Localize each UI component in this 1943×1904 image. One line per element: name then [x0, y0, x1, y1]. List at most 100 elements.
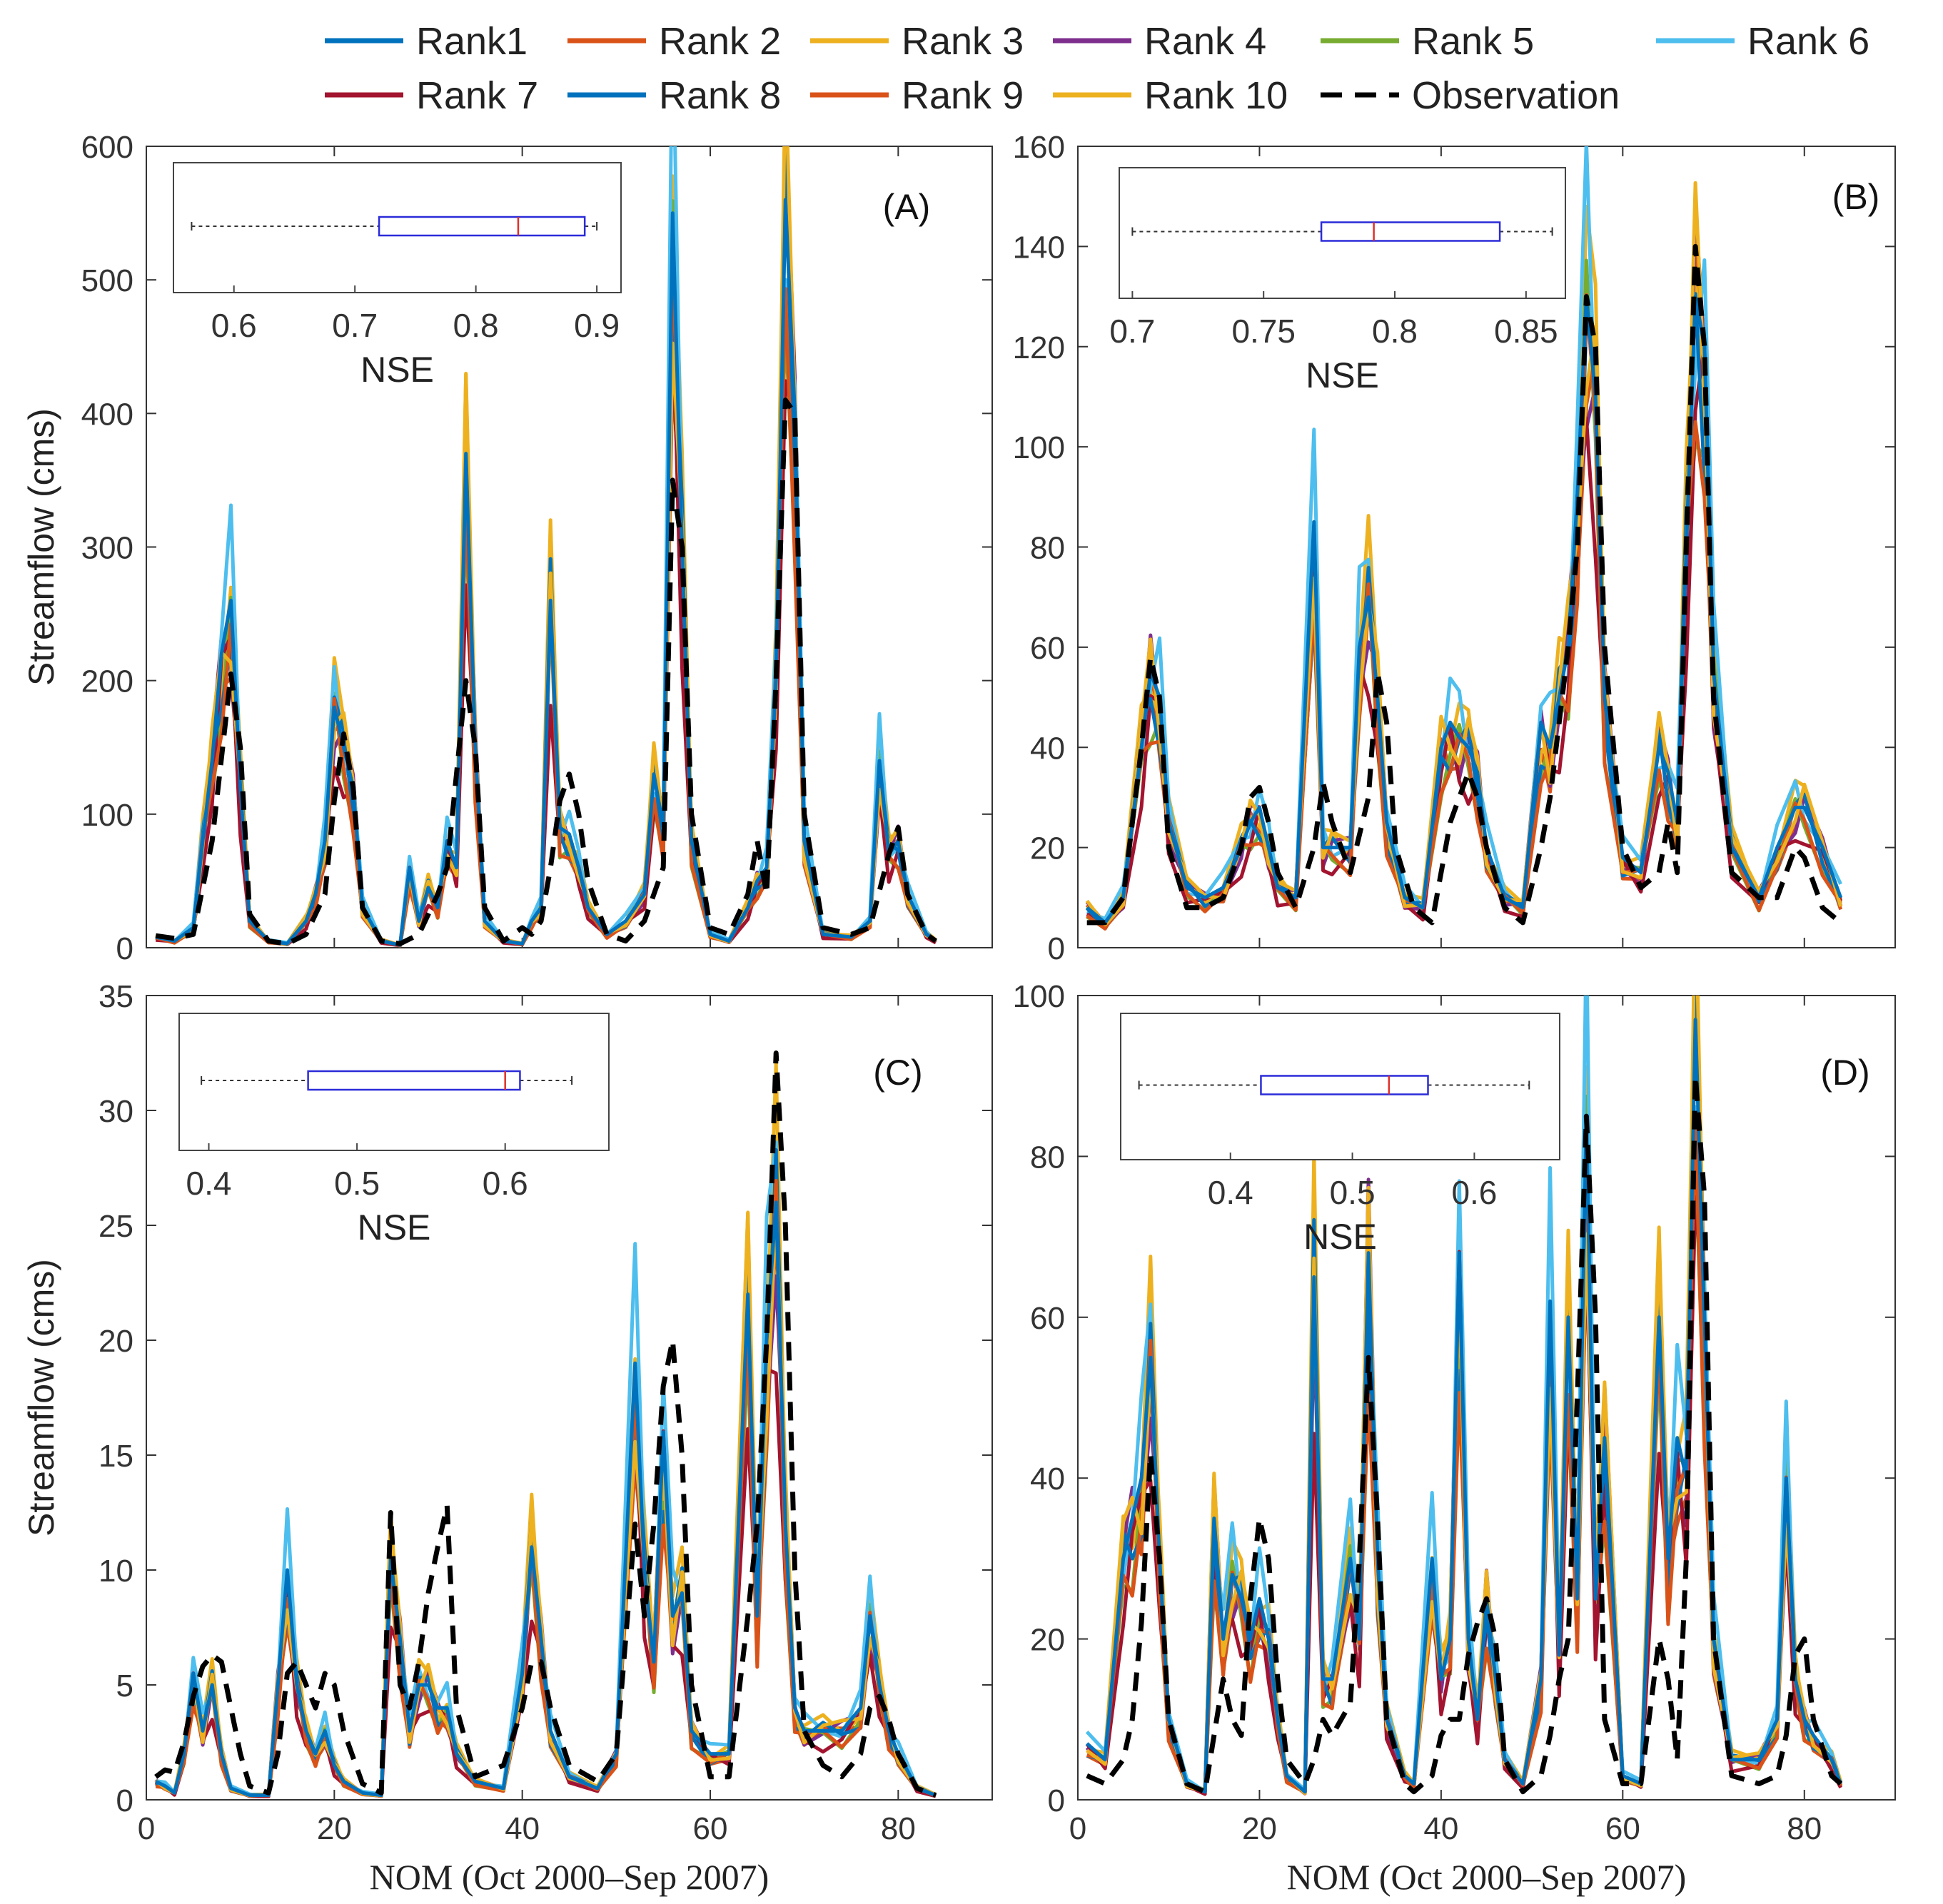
- y-tick-label: 500: [81, 263, 133, 298]
- y-tick-label: 60: [1030, 1301, 1065, 1336]
- y-tick-label: 5: [116, 1668, 133, 1703]
- y-tick-label: 15: [99, 1439, 133, 1474]
- series-line-rank9: [1086, 1125, 1843, 1795]
- x-axis-label: NOM (Oct 2000–Sep 2007): [370, 1857, 769, 1897]
- panel: 0 100 200 300 400 500 600 Streamflow (cms) (A) 0.…: [21, 130, 993, 966]
- inset-tick-label: 0.8: [453, 307, 499, 344]
- x-tick-label: 40: [505, 1811, 540, 1846]
- inset-tick-label: 0.85: [1494, 313, 1558, 350]
- plot-frame: [146, 995, 993, 1801]
- x-tick-label: 40: [1423, 1811, 1458, 1846]
- legend-item: Rank1: [325, 20, 528, 63]
- y-tick-label: 25: [99, 1209, 133, 1244]
- inset-axis-label: NSE: [358, 1207, 431, 1247]
- legend-item: Rank 9: [810, 74, 1024, 117]
- y-tick-label: 0: [116, 931, 133, 966]
- x-axis-label: NOM (Oct 2000–Sep 2007): [1287, 1857, 1687, 1897]
- y-tick-label: 0: [116, 1783, 133, 1818]
- y-tick-label: 400: [81, 397, 133, 432]
- inset-tick-label: 0.7: [332, 307, 378, 344]
- panel: 0 5 10 15 20 25 30 35 0 20 40 60 80 Streamflow (cms) N…: [21, 979, 993, 1897]
- inset-tick-label: 0.4: [186, 1165, 232, 1202]
- series-line-rank7: [156, 295, 937, 948]
- y-tick-label: 300: [81, 531, 133, 566]
- legend-item: Observation: [1321, 74, 1620, 117]
- legend-label: Observation: [1412, 74, 1620, 117]
- iqr-box: [307, 1070, 521, 1091]
- inset-tick-label: 0.7: [1109, 313, 1155, 350]
- x-tick-label: 0: [138, 1811, 155, 1846]
- inset-tick-label: 0.5: [1330, 1174, 1376, 1211]
- y-tick-label: 80: [1030, 1140, 1065, 1175]
- inset-tick-label: 0.6: [483, 1165, 528, 1202]
- inset-tick-label: 0.5: [334, 1165, 380, 1202]
- series-group: [1085, 146, 1843, 931]
- y-tick-label: 35: [99, 979, 133, 1014]
- legend-label: Rank 9: [902, 74, 1024, 117]
- y-tick-label: 40: [1030, 1462, 1065, 1497]
- legend-label: Rank 6: [1747, 20, 1869, 63]
- y-tick-label: 100: [81, 798, 133, 833]
- legend-label: Rank 5: [1412, 20, 1534, 63]
- panel: 0 20 40 60 80 100 0 20 40 60 80 NOM (Oct 2000–Sep 2…: [1013, 979, 1896, 1897]
- legend-item: Rank 10: [1053, 74, 1288, 117]
- iqr-box: [1320, 221, 1501, 242]
- nse-inset: 0.7 0.75 0.8 0.85 NSE: [1109, 167, 1566, 395]
- y-tick-label: 100: [1013, 430, 1065, 465]
- y-tick-label: 160: [1013, 130, 1065, 165]
- plot-frame: [1077, 995, 1896, 1801]
- series-line-rank1: [155, 198, 937, 947]
- y-tick-label: 20: [1030, 831, 1065, 866]
- x-tick-label: 80: [881, 1811, 916, 1846]
- inset-tick-label: 0.8: [1372, 313, 1418, 350]
- inset-tick-label: 0.6: [1451, 1174, 1497, 1211]
- legend-label: Rank 3: [902, 20, 1024, 63]
- y-tick-label: 120: [1013, 330, 1065, 365]
- y-tick-label: 200: [81, 664, 133, 699]
- y-tick-label: 100: [1013, 979, 1065, 1014]
- inset-axis-label: NSE: [1303, 1217, 1377, 1257]
- legend-item: Rank 3: [810, 20, 1024, 63]
- panel: 0 20 40 60 80 100 120 140 160 (B) 0.7 0.75 0.8 0.85 NS…: [1013, 130, 1896, 966]
- series-group: [1085, 996, 1843, 1796]
- inset-axis-label: NSE: [360, 350, 434, 390]
- y-tick-label: 10: [99, 1554, 133, 1589]
- series-line-observation: [154, 1050, 937, 1798]
- y-tick-label: 600: [81, 130, 133, 165]
- y-tick-label: 30: [99, 1094, 133, 1129]
- x-tick-label: 0: [1069, 1811, 1086, 1846]
- series-group: [154, 1050, 937, 1798]
- panel-label: (B): [1832, 177, 1880, 217]
- y-tick-label: 140: [1013, 230, 1065, 265]
- y-tick-label: 20: [1030, 1623, 1065, 1658]
- legend-item: Rank 5: [1321, 20, 1534, 63]
- legend-label: Rank 7: [416, 74, 538, 117]
- x-tick-label: 20: [317, 1811, 352, 1846]
- nse-inset: 0.4 0.5 0.6 NSE: [1120, 1013, 1560, 1257]
- legend-item: Rank 6: [1656, 20, 1869, 63]
- y-axis-label: Streamflow (cms): [21, 1259, 61, 1536]
- legend-item: Rank 4: [1053, 20, 1266, 63]
- legend-label: Rank1: [416, 20, 528, 63]
- y-tick-label: 80: [1030, 531, 1065, 566]
- inset-axis-label: NSE: [1306, 355, 1379, 395]
- series-line-rank7: [1086, 343, 1843, 925]
- series-line-rank1: [155, 1200, 937, 1798]
- x-tick-label: 20: [1242, 1811, 1277, 1846]
- panel-label: (A): [883, 187, 931, 227]
- x-tick-label: 60: [1605, 1811, 1640, 1846]
- legend-label: Rank 4: [1144, 20, 1266, 63]
- y-tick-label: 0: [1048, 931, 1065, 966]
- panel-label: (C): [873, 1053, 922, 1093]
- iqr-box: [378, 216, 586, 237]
- inset-tick-label: 0.9: [574, 307, 620, 344]
- y-tick-label: 60: [1030, 631, 1065, 666]
- y-tick-label: 20: [99, 1324, 133, 1359]
- series-line-observation: [155, 397, 938, 946]
- panel-label: (D): [1820, 1053, 1869, 1093]
- legend-item: Rank 8: [567, 74, 781, 117]
- legend-label: Rank 2: [659, 20, 781, 63]
- series-line-observation: [1086, 1073, 1843, 1795]
